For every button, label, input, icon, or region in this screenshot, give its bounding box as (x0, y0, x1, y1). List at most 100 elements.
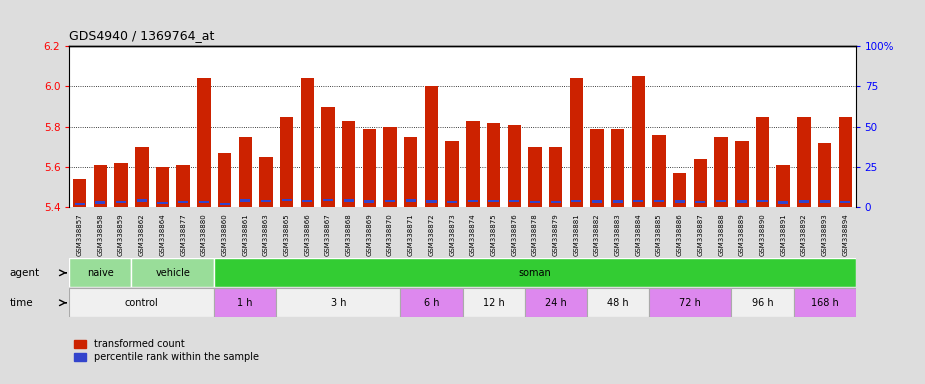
Bar (73, 179, 86, 207)
Bar (239, 137, 252, 207)
Bar (179, 201, 188, 203)
Text: 12 h: 12 h (483, 298, 504, 308)
Bar (694, 159, 708, 207)
Bar (321, 107, 335, 207)
Text: 24 h: 24 h (545, 298, 566, 308)
Bar (69, 288, 215, 317)
Bar (217, 153, 231, 207)
Bar (447, 201, 457, 203)
Legend: transformed count, percentile rank within the sample: transformed count, percentile rank withi… (74, 339, 259, 362)
Bar (487, 123, 500, 207)
Text: 96 h: 96 h (752, 298, 773, 308)
Bar (776, 165, 790, 207)
Bar (116, 201, 126, 203)
Bar (794, 288, 856, 317)
Bar (155, 167, 169, 207)
Bar (799, 200, 809, 203)
Bar (528, 147, 542, 207)
Bar (840, 201, 850, 203)
Bar (240, 199, 251, 202)
Bar (425, 86, 438, 207)
Bar (570, 78, 583, 207)
Bar (716, 200, 726, 202)
Bar (95, 202, 105, 204)
Bar (839, 117, 852, 207)
Bar (612, 200, 623, 203)
Bar (652, 135, 666, 207)
Bar (302, 200, 313, 202)
Bar (404, 137, 417, 207)
Text: agent: agent (9, 268, 40, 278)
Text: 6 h: 6 h (424, 298, 439, 308)
Bar (674, 200, 684, 203)
Bar (778, 202, 788, 204)
Text: time: time (9, 298, 33, 308)
Text: 3 h: 3 h (330, 298, 346, 308)
Bar (401, 288, 462, 317)
Text: 48 h: 48 h (607, 298, 628, 308)
Bar (820, 200, 830, 203)
Bar (592, 200, 602, 203)
Bar (135, 147, 149, 207)
Bar (301, 78, 314, 207)
Bar (363, 129, 376, 207)
Bar (550, 201, 561, 203)
Bar (530, 201, 540, 203)
Bar (462, 288, 524, 317)
Bar (93, 165, 107, 207)
Bar (508, 125, 521, 207)
Bar (342, 121, 355, 207)
Bar (673, 173, 686, 207)
Bar (797, 117, 810, 207)
Text: GDS4940 / 1369764_at: GDS4940 / 1369764_at (69, 29, 215, 42)
Bar (364, 200, 375, 203)
Text: control: control (125, 298, 159, 308)
Bar (758, 200, 768, 202)
Bar (488, 200, 499, 202)
Bar (323, 199, 333, 201)
Bar (219, 203, 229, 205)
Bar (406, 199, 416, 202)
Bar (197, 78, 211, 207)
Bar (137, 199, 147, 202)
Bar (509, 200, 519, 202)
Bar (468, 200, 478, 202)
Text: soman: soman (519, 268, 551, 278)
Text: 1 h: 1 h (238, 298, 253, 308)
Bar (735, 141, 748, 207)
Bar (280, 117, 293, 207)
Bar (696, 201, 706, 203)
Bar (634, 200, 644, 202)
Bar (344, 199, 353, 202)
Bar (385, 200, 395, 202)
Bar (714, 137, 728, 207)
Text: vehicle: vehicle (155, 268, 191, 278)
Bar (277, 288, 401, 317)
Bar (524, 288, 586, 317)
Bar (131, 258, 215, 287)
Bar (648, 288, 732, 317)
Bar (586, 288, 648, 317)
Bar (69, 258, 131, 287)
Bar (549, 147, 562, 207)
Bar (572, 200, 581, 202)
Bar (383, 127, 397, 207)
Bar (426, 200, 437, 203)
Text: 168 h: 168 h (810, 298, 838, 308)
Bar (654, 200, 664, 202)
Bar (590, 129, 604, 207)
Bar (466, 121, 479, 207)
Text: 72 h: 72 h (679, 298, 701, 308)
Bar (261, 200, 271, 202)
Bar (446, 141, 459, 207)
Bar (199, 201, 209, 203)
Bar (75, 203, 85, 205)
Bar (737, 200, 746, 203)
Bar (610, 129, 624, 207)
Bar (215, 288, 277, 317)
Text: naive: naive (87, 268, 114, 278)
Bar (177, 165, 190, 207)
Bar (215, 258, 856, 287)
Bar (115, 163, 128, 207)
Bar (157, 202, 167, 204)
